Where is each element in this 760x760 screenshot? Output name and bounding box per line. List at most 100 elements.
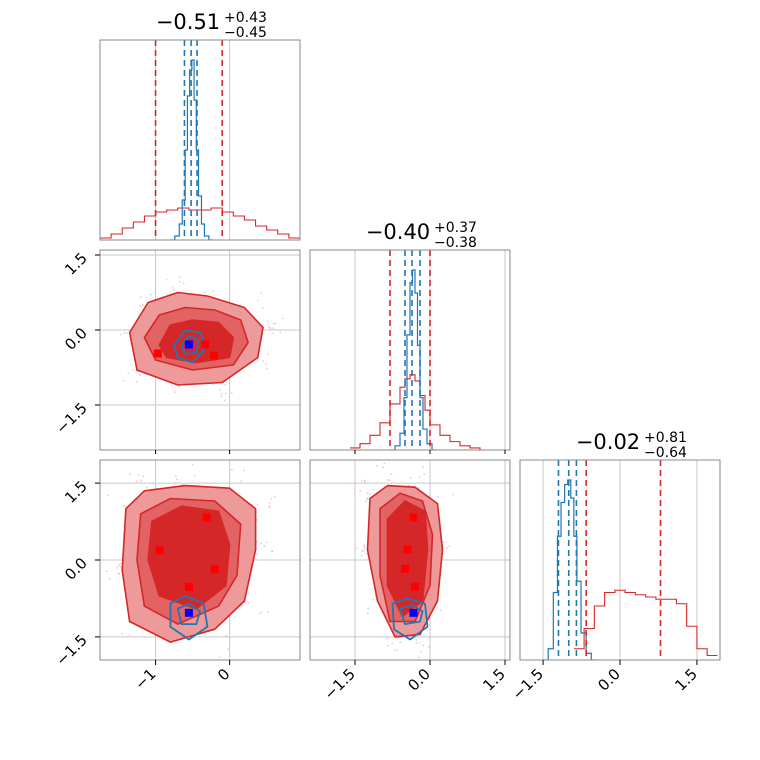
scatter-dot	[182, 282, 185, 285]
scatter-dot	[256, 503, 259, 506]
blue-marker-1-0	[184, 608, 193, 617]
red-histogram-2	[573, 589, 718, 657]
scatter-dot	[119, 562, 122, 565]
scatter-dot	[224, 383, 227, 386]
scatter-dot	[141, 304, 144, 307]
scatter-dot	[393, 648, 396, 651]
red-contour-0-2	[158, 319, 235, 364]
scatter-dot	[135, 370, 138, 373]
scatter-dot	[372, 598, 374, 601]
scatter-dot	[363, 547, 366, 550]
scatter-dot	[181, 483, 184, 486]
scatter-dot	[260, 291, 262, 294]
panel-title-plus-0: +0.43	[224, 10, 267, 26]
blue-marker-2-0	[409, 608, 418, 617]
scatter-dot	[204, 291, 206, 294]
scatter-dot	[171, 287, 174, 289]
scatter-dot	[267, 323, 269, 326]
scatter-dot	[137, 474, 140, 477]
scatter-dot	[363, 479, 366, 482]
scatter-dot	[417, 486, 420, 489]
red-marker-2-3	[411, 582, 419, 591]
scatter-dot	[224, 399, 227, 402]
scatter-dot	[256, 541, 259, 543]
scatter-dot	[423, 473, 426, 476]
scatter-dot	[115, 566, 118, 569]
scatter-dot	[230, 392, 233, 394]
scatter-dot	[231, 468, 233, 471]
scatter-dot	[362, 549, 365, 552]
red-marker-0-0	[153, 349, 162, 358]
scatter-dot	[212, 383, 214, 386]
scatter-dot	[367, 607, 370, 610]
scatter-dot	[360, 554, 363, 557]
scatter-dot	[387, 479, 389, 482]
scatter-dot	[448, 545, 451, 547]
scatter-dot	[269, 327, 272, 330]
scatter-dot	[268, 501, 271, 504]
scatter-dot	[268, 505, 271, 507]
scatter-dot	[193, 474, 196, 477]
blue-histogram-1	[390, 269, 437, 450]
scatter-dot	[139, 296, 142, 298]
scatter-dot	[123, 328, 126, 331]
scatter-dot	[360, 480, 363, 482]
scatter-dot	[388, 479, 391, 482]
scatter-dot	[415, 639, 418, 641]
scatter-dot	[260, 611, 263, 614]
scatter-dot	[225, 380, 227, 383]
scatter-dot	[149, 293, 152, 296]
scatter-dot	[386, 637, 389, 640]
scatter-dot	[393, 662, 395, 664]
scatter-dot	[265, 541, 268, 544]
x-tick-label-2-1: 0.0	[594, 665, 624, 695]
scatter-dot	[173, 482, 176, 485]
histogram-frame-0	[99, 39, 301, 241]
scatter-panel-2-1	[309, 459, 511, 664]
scatter-dot	[417, 656, 420, 659]
scatter-dot	[129, 473, 132, 475]
scatter-dot	[264, 363, 267, 365]
blue-contour-0-1	[180, 335, 200, 355]
scatter-dot	[383, 462, 386, 465]
scatter-dot	[396, 649, 399, 652]
histogram-panel-2: −0.02 +0.81−0.64	[519, 430, 721, 661]
histogram-panel-1: −0.40 +0.37−0.38	[309, 220, 511, 451]
panel-title-minus-2: −0.64	[644, 445, 687, 461]
red-marker-1-0	[202, 513, 211, 522]
scatter-dot	[220, 395, 223, 398]
scatter-dot	[422, 644, 425, 647]
scatter-dot	[418, 476, 421, 478]
scatter-dot	[262, 307, 264, 309]
scatter-dot	[135, 381, 138, 383]
scatter-dot	[256, 358, 259, 361]
x-tick-label-2-2: 1.5	[671, 665, 701, 695]
scatter-dot	[272, 322, 275, 325]
scatter-dot	[391, 642, 394, 645]
scatter-dot	[271, 332, 274, 335]
scatter-dot	[272, 327, 275, 330]
red-contour-1-2	[147, 505, 231, 610]
scatter-dot	[390, 473, 393, 476]
scatter-panel-2-0	[94, 459, 301, 661]
scatter-dot	[267, 611, 270, 613]
scatter-dot	[369, 493, 371, 496]
scatter-dot	[139, 374, 141, 377]
scatter-dot	[256, 553, 258, 556]
scatter-dot	[218, 656, 221, 659]
red-histogram-0	[100, 207, 300, 239]
panel-title-plus-1: +0.37	[434, 220, 477, 236]
scatter-dot	[122, 379, 125, 382]
blue-contour-2-1	[399, 604, 424, 625]
scatter-dot	[128, 634, 131, 636]
scatter-dot	[94, 578, 96, 580]
scatter-dot	[139, 305, 141, 307]
scatter-dot	[274, 322, 277, 325]
scatter-dot	[172, 289, 175, 292]
scatter-dot	[151, 482, 154, 485]
scatter-dot	[191, 463, 194, 466]
panel-title-2: −0.02	[576, 430, 640, 454]
red-marker-1-1	[155, 546, 164, 555]
scatter-dot	[270, 549, 273, 552]
red-marker-0-1	[201, 340, 210, 349]
